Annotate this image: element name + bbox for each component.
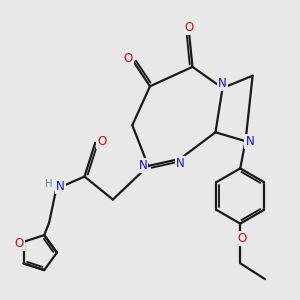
Text: O: O <box>97 135 106 148</box>
Text: N: N <box>139 159 147 172</box>
Text: N: N <box>56 180 65 193</box>
Text: N: N <box>218 77 227 90</box>
Text: O: O <box>184 21 194 34</box>
Text: O: O <box>15 237 24 250</box>
Text: N: N <box>176 157 184 169</box>
Text: H: H <box>45 178 52 189</box>
Text: N: N <box>245 135 254 148</box>
Text: O: O <box>237 232 247 245</box>
Text: O: O <box>123 52 133 64</box>
